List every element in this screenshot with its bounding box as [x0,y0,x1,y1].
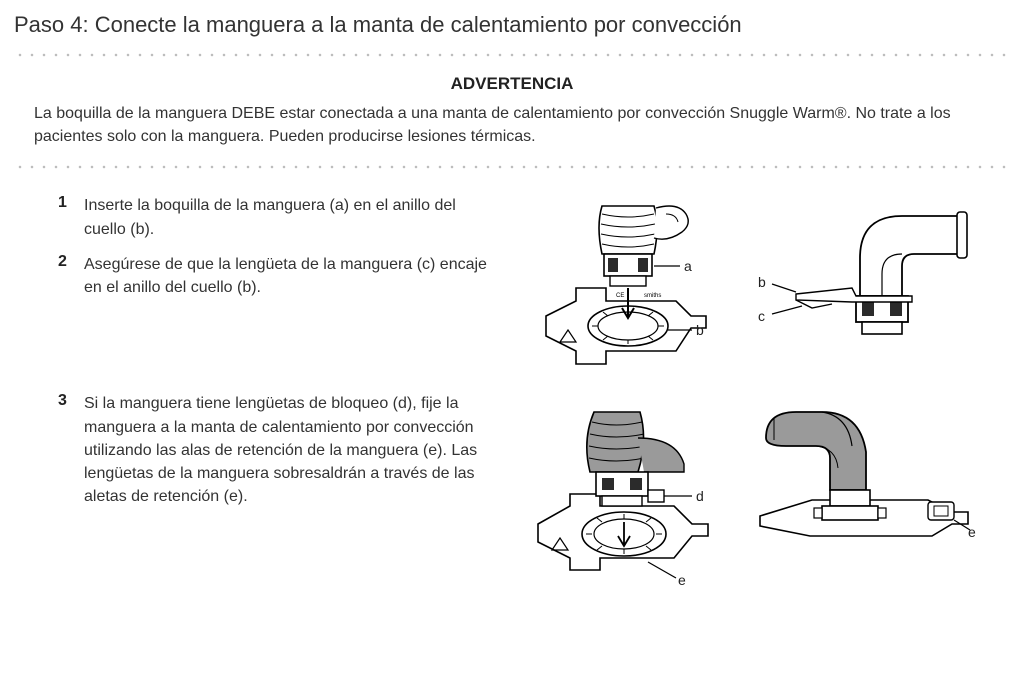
figure-3: d e [516,394,736,594]
callout-fig1-a: a [684,258,692,274]
warning-block: ADVERTENCIA La boquilla de la manguera D… [14,68,1010,160]
divider-top [14,52,1010,58]
figs-col-2: d e [516,392,990,594]
step-text-col-2: 3 Si la manguera tiene lengüetas de bloq… [58,392,498,520]
step-row-1-2: 1 Inserte la boquilla de la manguera (a)… [58,194,990,376]
step-item-1: 1 Inserte la boquilla de la manguera (a)… [58,194,498,240]
figure-2: b c [752,196,972,366]
step-num-2: 2 [58,253,72,299]
step-item-3: 3 Si la manguera tiene lengüetas de bloq… [58,392,498,508]
figs-col-1: CE smiths [516,194,990,376]
svg-text:CE: CE [616,293,624,299]
step-text-col-1: 1 Inserte la boquilla de la manguera (a)… [58,194,498,311]
callout-fig2-b: b [758,274,766,290]
steps-area: 1 Inserte la boquilla de la manguera (a)… [14,180,1010,594]
step-body-2: Asegúrese de que la lengüeta de la mangu… [84,253,498,299]
callout-fig3-d: d [696,488,704,504]
step-num-1: 1 [58,194,72,240]
warning-heading: ADVERTENCIA [34,74,990,94]
warning-text: La boquilla de la manguera DEBE estar co… [34,102,990,148]
step-body-1: Inserte la boquilla de la manguera (a) e… [84,194,498,240]
divider-bottom [14,164,1010,170]
callout-fig1-b: b [696,322,704,338]
svg-text:smiths: smiths [644,293,661,299]
figure-4: e [752,394,982,584]
step-body-3: Si la manguera tiene lengüetas de bloque… [84,392,498,508]
figure-1: CE smiths [516,196,736,376]
callout-fig3-e: e [678,572,686,588]
callout-fig2-c: c [758,308,765,324]
step-row-3: 3 Si la manguera tiene lengüetas de bloq… [58,392,990,594]
step-num-3: 3 [58,392,72,508]
callout-fig4-e: e [968,524,976,540]
step-title: Paso 4: Conecte la manguera a la manta d… [14,12,1010,38]
step-item-2: 2 Asegúrese de que la lengüeta de la man… [58,253,498,299]
